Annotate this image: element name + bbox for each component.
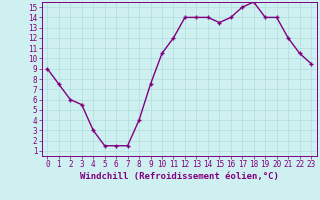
X-axis label: Windchill (Refroidissement éolien,°C): Windchill (Refroidissement éolien,°C): [80, 172, 279, 181]
